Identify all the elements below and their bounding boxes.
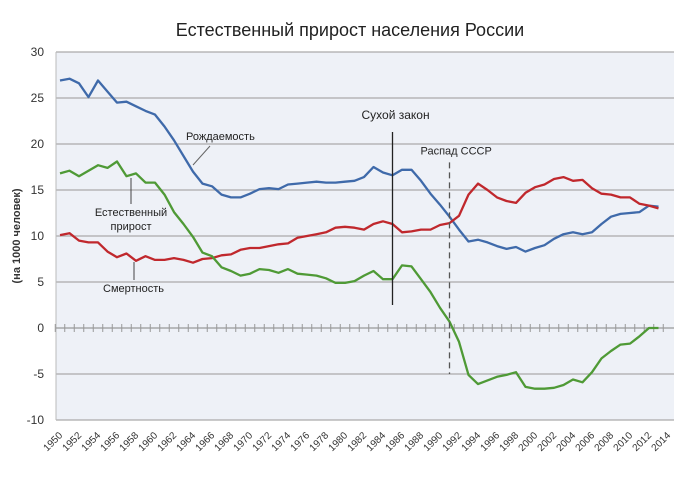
x-tick-label: 1978 xyxy=(308,430,332,454)
y-tick-label: 5 xyxy=(37,275,44,289)
y-tick-label: -5 xyxy=(33,367,44,381)
x-tick-label: 1954 xyxy=(80,430,104,454)
x-tick-label: 1992 xyxy=(441,430,465,454)
x-tick-label: 1998 xyxy=(498,430,522,454)
x-tick-label: 1950 xyxy=(42,430,66,454)
annotation-label: Сухой закон xyxy=(362,108,430,122)
annotations: Сухой закон Распад СССР xyxy=(362,108,492,374)
x-tick-label: 1952 xyxy=(61,430,85,454)
x-tick-label: 1964 xyxy=(175,430,199,454)
y-tick-label: -10 xyxy=(27,413,45,427)
x-tick-label: 1958 xyxy=(118,430,142,454)
x-tick-label: 2014 xyxy=(650,430,674,454)
x-tick-label: 1976 xyxy=(289,430,313,454)
y-tick-label: 25 xyxy=(31,91,45,105)
y-tick-labels: 30 25 20 15 10 5 0 -5 -10 xyxy=(27,45,45,427)
x-tick-label: 2006 xyxy=(574,430,598,454)
birth-series-label: Рождаемость xyxy=(186,131,255,143)
annotation-label: Распад СССР xyxy=(421,145,492,157)
series-line-Рождаемость xyxy=(59,77,659,253)
gridlines xyxy=(54,51,674,421)
y-axis-label: (на 1000 человек) xyxy=(11,188,23,283)
x-tick-label: 1994 xyxy=(460,430,484,454)
x-tick-label: 1990 xyxy=(422,430,446,454)
x-tick-label: 2010 xyxy=(612,430,636,454)
x-tick-label: 2002 xyxy=(536,430,560,454)
y-tick-label: 15 xyxy=(31,183,45,197)
x-tick-label: 2012 xyxy=(631,430,655,454)
x-tick-label: 1984 xyxy=(365,430,389,454)
x-tick-label: 1960 xyxy=(137,430,161,454)
x-tick-label: 1968 xyxy=(213,430,237,454)
y-tick-label: 30 xyxy=(31,45,45,59)
x-tick-label: 1980 xyxy=(327,430,351,454)
x-tick-label: 1970 xyxy=(232,430,256,454)
natural-series-label-2: прирост xyxy=(111,221,152,233)
x-tick-label: 1962 xyxy=(156,430,180,454)
x-tick-labels: 1950195219541956195819601962196419661968… xyxy=(42,430,674,454)
natural-series-label-1: Естественный xyxy=(95,207,167,219)
series-lines xyxy=(59,77,659,390)
x-tick-label: 1972 xyxy=(251,430,275,454)
birth-label-pointer xyxy=(192,145,211,166)
x-tick-label: 1956 xyxy=(99,430,123,454)
x-tick-label: 2004 xyxy=(555,430,579,454)
series-line-Смертность xyxy=(59,175,659,264)
x-tick-label: 1982 xyxy=(346,430,370,454)
x-tick-label: 1986 xyxy=(384,430,408,454)
x-tick-label: 1988 xyxy=(403,430,427,454)
series-line-Естественный прирост xyxy=(59,160,659,390)
x-tick-label: 2008 xyxy=(593,430,617,454)
x-tick-label: 2000 xyxy=(517,430,541,454)
chart-title: Естественный прирост населения России xyxy=(176,20,524,40)
y-tick-label: 0 xyxy=(37,321,44,335)
x-tick-label: 1996 xyxy=(479,430,503,454)
y-tick-label: 10 xyxy=(31,229,45,243)
x-tick-label: 1974 xyxy=(270,430,294,454)
x-tick-label: 1966 xyxy=(194,430,218,454)
y-tick-label: 20 xyxy=(31,137,45,151)
death-series-label: Смертность xyxy=(103,283,164,295)
